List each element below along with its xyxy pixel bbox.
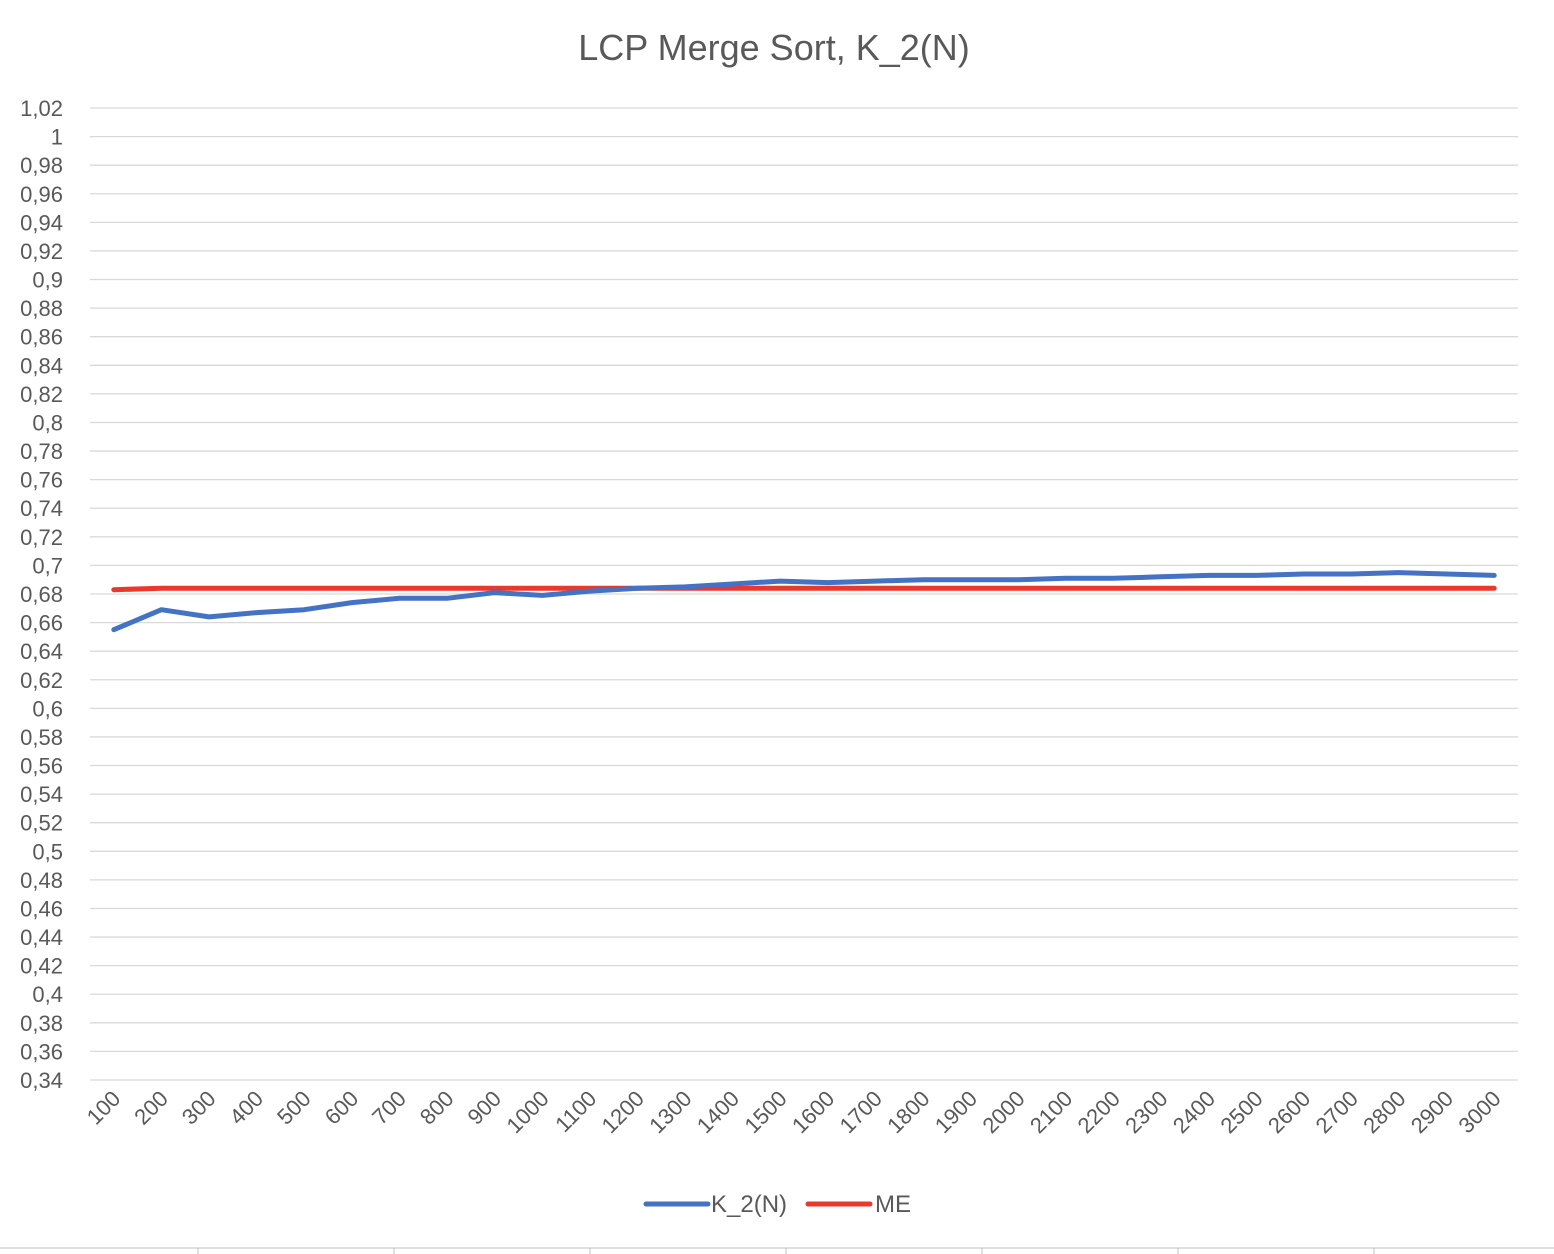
x-tick-label: 500 <box>272 1086 316 1130</box>
x-tick-label: 1600 <box>787 1086 839 1138</box>
x-tick-label: 1400 <box>692 1086 744 1138</box>
y-tick-label: 0,5 <box>32 839 63 864</box>
y-tick-label: 0,96 <box>20 182 63 207</box>
y-tick-label: 0,84 <box>20 353 63 378</box>
legend-label: ME <box>875 1191 911 1218</box>
series-line-me <box>111 585 1497 593</box>
series-lines <box>111 570 1497 633</box>
y-tick-label: 0,64 <box>20 639 63 664</box>
y-tick-label: 0,48 <box>20 868 63 893</box>
x-tick-label: 1700 <box>835 1086 887 1138</box>
y-tick-label: 0,66 <box>20 611 63 636</box>
y-tick-label: 0,8 <box>32 410 63 435</box>
x-tick-label: 1100 <box>550 1086 601 1137</box>
y-tick-label: 0,7 <box>32 553 63 578</box>
y-tick-label: 0,78 <box>20 439 63 464</box>
y-tick-label: 0,44 <box>20 925 63 950</box>
x-tick-label: 2800 <box>1358 1086 1410 1138</box>
y-tick-label: 0,94 <box>20 210 63 235</box>
y-tick-label: 1 <box>51 125 63 150</box>
y-tick-label: 0,9 <box>32 268 63 293</box>
x-tick-label: 1300 <box>644 1086 696 1138</box>
x-tick-label: 1500 <box>739 1086 791 1138</box>
y-tick-label: 0,52 <box>20 811 63 836</box>
x-tick-label: 3000 <box>1453 1086 1505 1138</box>
y-tick-label: 0,82 <box>20 382 63 407</box>
x-tick-label: 1800 <box>882 1086 934 1138</box>
x-tick-label: 200 <box>129 1086 173 1130</box>
x-axis-ticks: 100 200 300 400 500 600 700 800 9001000110012001… <box>82 1086 1506 1138</box>
chart-title: LCP Merge Sort, K_2(N) <box>578 27 969 68</box>
x-tick-label: 1000 <box>501 1086 553 1138</box>
legend: K_2(N) ME <box>643 1191 911 1218</box>
x-tick-label: 2700 <box>1311 1086 1363 1138</box>
legend-label: K_2(N) <box>711 1191 787 1218</box>
x-tick-label: 700 <box>367 1086 411 1130</box>
y-tick-label: 0,92 <box>20 239 63 264</box>
x-tick-label: 2900 <box>1406 1086 1458 1138</box>
y-tick-label: 0,36 <box>20 1039 63 1064</box>
x-tick-label: 300 <box>177 1086 221 1130</box>
y-tick-label: 0,88 <box>20 296 63 321</box>
x-tick-label: 1900 <box>930 1086 982 1138</box>
y-tick-label: 0,68 <box>20 582 63 607</box>
y-axis-ticks: 1,02 1 0,98 0,96 0,94 0,92 0,9 0,88 0,86 0,84 0,82… <box>20 96 63 1093</box>
x-tick-label: 100 <box>82 1086 126 1130</box>
y-tick-label: 0,86 <box>20 325 63 350</box>
y-tick-label: 0,62 <box>20 668 63 693</box>
chart-frame <box>0 1247 1554 1254</box>
y-tick-label: 0,34 <box>20 1068 63 1093</box>
x-tick-label: 2200 <box>1073 1086 1125 1138</box>
x-tick-label: 2000 <box>977 1086 1029 1138</box>
x-tick-label: 900 <box>462 1086 506 1130</box>
y-tick-label: 0,54 <box>20 782 63 807</box>
x-tick-label: 600 <box>320 1086 364 1130</box>
y-tick-label: 0,42 <box>20 954 63 979</box>
series-line-k2n <box>111 570 1497 633</box>
y-tick-label: 0,56 <box>20 754 63 779</box>
x-tick-label: 800 <box>415 1086 459 1130</box>
x-tick-label: 400 <box>224 1086 268 1130</box>
y-tick-label: 0,74 <box>20 496 63 521</box>
gridlines <box>90 107 1518 1081</box>
y-tick-label: 0,6 <box>32 696 63 721</box>
x-tick-label: 2500 <box>1215 1086 1267 1138</box>
y-tick-label: 0,98 <box>20 153 63 178</box>
x-tick-label: 2600 <box>1263 1086 1315 1138</box>
y-tick-label: 0,58 <box>20 725 63 750</box>
y-tick-label: 0,72 <box>20 525 63 550</box>
y-tick-label: 0,46 <box>20 896 63 921</box>
y-tick-label: 1,02 <box>20 96 63 121</box>
x-tick-label: 2400 <box>1168 1086 1220 1138</box>
x-tick-label: 2300 <box>1120 1086 1172 1138</box>
x-tick-label: 1200 <box>597 1086 649 1138</box>
y-tick-label: 0,76 <box>20 468 63 493</box>
y-tick-label: 0,38 <box>20 1011 63 1036</box>
y-tick-label: 0,4 <box>32 982 63 1007</box>
x-tick-label: 2100 <box>1025 1086 1077 1138</box>
